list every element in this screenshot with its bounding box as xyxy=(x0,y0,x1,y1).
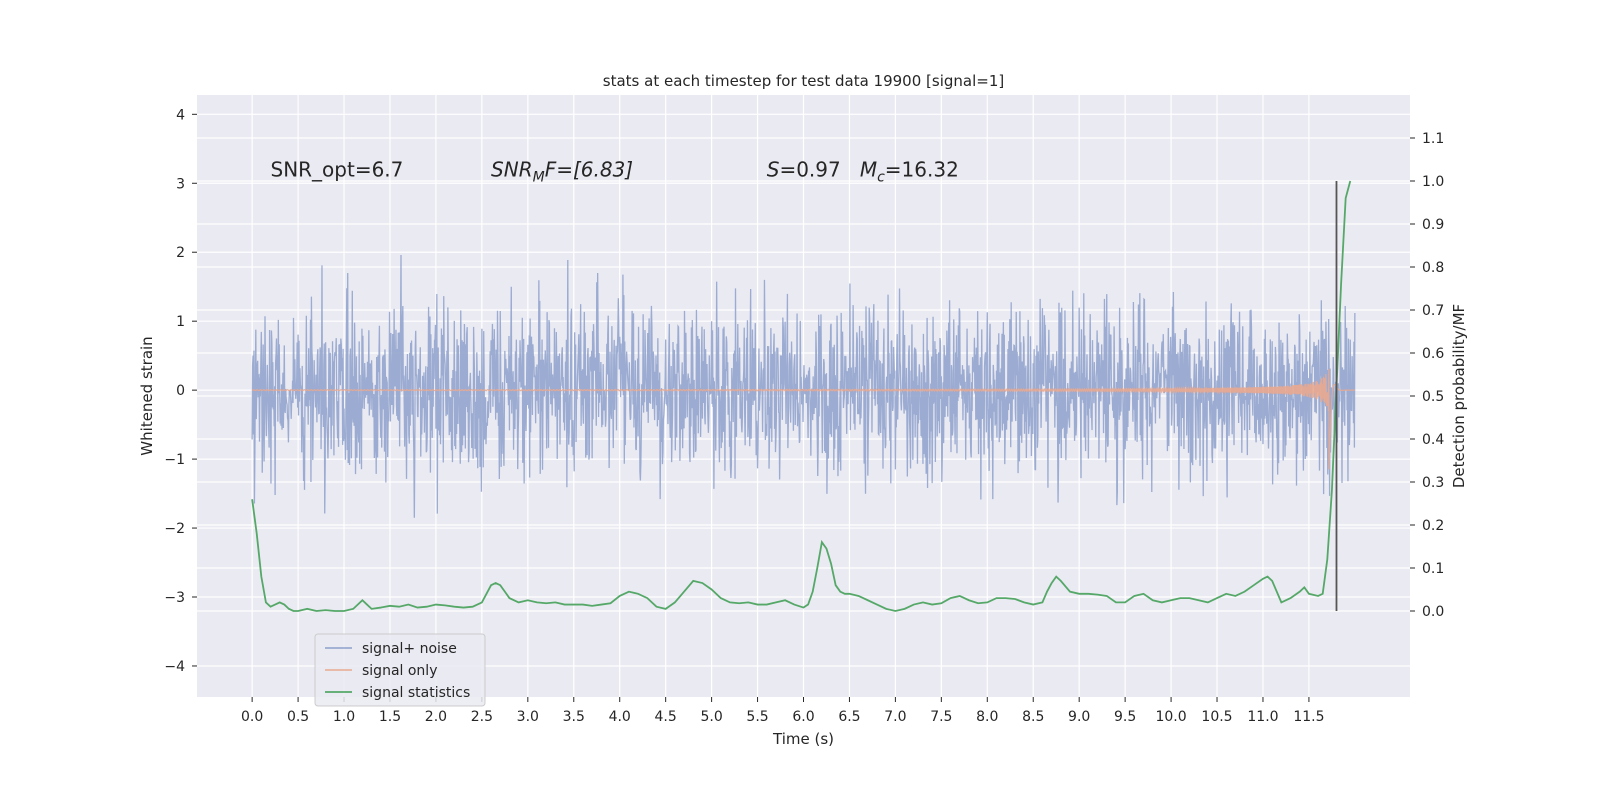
yl-tick-label-2: −2 xyxy=(164,521,185,537)
x-axis-label: Time (s) xyxy=(772,730,834,748)
x-tick-label-9: 4.5 xyxy=(655,709,677,725)
annotation-snr-mf: SNRMF=[6.83] xyxy=(491,157,633,185)
left-y-axis-ticks: −4 −3 −2 −1 0 1 2 3 4 xyxy=(164,107,197,675)
x-tick-label-15: 7.5 xyxy=(930,709,952,725)
signal-noise-series xyxy=(251,254,1356,518)
x-tick-label-18: 9.0 xyxy=(1068,709,1090,725)
x-tick-label-1: 0.5 xyxy=(287,709,309,725)
yl-tick-label-3: −1 xyxy=(164,452,185,468)
yr-tick-label-2: 0.2 xyxy=(1422,518,1444,534)
right-y-axis-ticks: 0.0 0.1 0.2 0.3 0.4 0.5 0.6 0.7 0.8 0.9 1.0 1.1 xyxy=(1410,131,1444,620)
x-tick-label-8: 4.0 xyxy=(609,709,631,725)
annotation-snr-mf-part: SNR xyxy=(491,157,533,181)
yl-tick-label-0: −4 xyxy=(164,659,185,675)
yr-tick-label-0: 0.0 xyxy=(1422,604,1444,620)
x-tick-label-0: 0.0 xyxy=(241,709,263,725)
yr-tick-label-7: 0.7 xyxy=(1422,303,1444,319)
x-tick-label-17: 8.5 xyxy=(1022,709,1044,725)
x-tick-label-2: 1.0 xyxy=(333,709,355,725)
annotation-mc-symbol: M xyxy=(860,157,877,181)
x-tick-label-20: 10.0 xyxy=(1155,709,1186,725)
yl-tick-label-6: 2 xyxy=(176,245,185,261)
legend-box xyxy=(314,633,486,707)
x-tick-label-10: 5.0 xyxy=(700,709,722,725)
right-y-axis-label: Detection probability/MF xyxy=(1450,304,1468,488)
annotation-mc-sub: c xyxy=(877,169,885,185)
yr-tick-label-4: 0.4 xyxy=(1422,432,1444,448)
left-y-axis-label: Whitened strain xyxy=(138,336,156,455)
yl-tick-label-4: 0 xyxy=(176,383,185,399)
legend-entry-signal-only: signal only xyxy=(362,663,437,679)
yr-tick-label-1: 0.1 xyxy=(1422,561,1444,577)
x-tick-label-3: 1.5 xyxy=(379,709,401,725)
yr-tick-label-10: 1.0 xyxy=(1422,174,1444,190)
legend-entry-signal-noise: signal+ noise xyxy=(362,641,457,657)
yr-tick-label-5: 0.5 xyxy=(1422,389,1444,405)
x-tick-label-13: 6.5 xyxy=(838,709,860,725)
signal-only-series xyxy=(251,368,1355,470)
x-tick-label-23: 11.5 xyxy=(1293,709,1324,725)
signal-statistics-line xyxy=(251,180,1352,612)
annotation-mc-value: =16.32 xyxy=(885,157,959,181)
yl-tick-label-8: 4 xyxy=(176,107,185,123)
legend: signal+ noise signal only signal statist… xyxy=(314,633,486,707)
x-tick-label-16: 8.0 xyxy=(976,709,998,725)
x-tick-label-12: 6.0 xyxy=(792,709,814,725)
x-tick-label-4: 2.0 xyxy=(425,709,447,725)
x-tick-label-5: 2.5 xyxy=(471,709,493,725)
annotation-s-symbol: S xyxy=(767,157,780,181)
x-tick-label-21: 10.5 xyxy=(1201,709,1232,725)
yr-tick-label-11: 1.1 xyxy=(1422,131,1444,147)
chart-title: stats at each timestep for test data 199… xyxy=(603,72,1004,90)
x-tick-label-7: 3.5 xyxy=(563,709,585,725)
x-tick-label-6: 3.0 xyxy=(517,709,539,725)
yr-tick-label-8: 0.8 xyxy=(1422,260,1444,276)
annotation-snr-mf-sub: M xyxy=(533,169,545,185)
yl-tick-label-1: −3 xyxy=(164,590,185,606)
signal-noise-line xyxy=(251,254,1356,518)
x-axis-ticks: 0.0 0.5 1.0 1.5 2.0 2.5 3.0 3.5 4.0 4.5 5.0 5.5 6.0 6… xyxy=(241,697,1325,725)
x-tick-label-14: 7.0 xyxy=(884,709,906,725)
yr-tick-label-3: 0.3 xyxy=(1422,475,1444,491)
yr-tick-label-6: 0.6 xyxy=(1422,346,1444,362)
x-tick-label-11: 5.5 xyxy=(746,709,768,725)
annotation-s-mc: S=0.97 Mc=16.32 xyxy=(767,157,959,185)
x-tick-label-19: 9.5 xyxy=(1114,709,1136,725)
legend-entry-signal-statistics: signal statistics xyxy=(362,685,470,701)
x-tick-label-22: 11.0 xyxy=(1247,709,1278,725)
signal-statistics-series xyxy=(251,180,1352,612)
yr-tick-label-9: 0.9 xyxy=(1422,217,1444,233)
annotation-s-value: =0.97 xyxy=(779,157,859,181)
annotation-snr-mf-value: F=[6.83] xyxy=(545,157,633,181)
signal-only-line xyxy=(251,368,1355,470)
yl-tick-label-7: 3 xyxy=(176,176,185,192)
annotation-snr-opt: SNR_opt=6.7 xyxy=(271,157,404,181)
yl-tick-label-5: 1 xyxy=(176,314,185,330)
